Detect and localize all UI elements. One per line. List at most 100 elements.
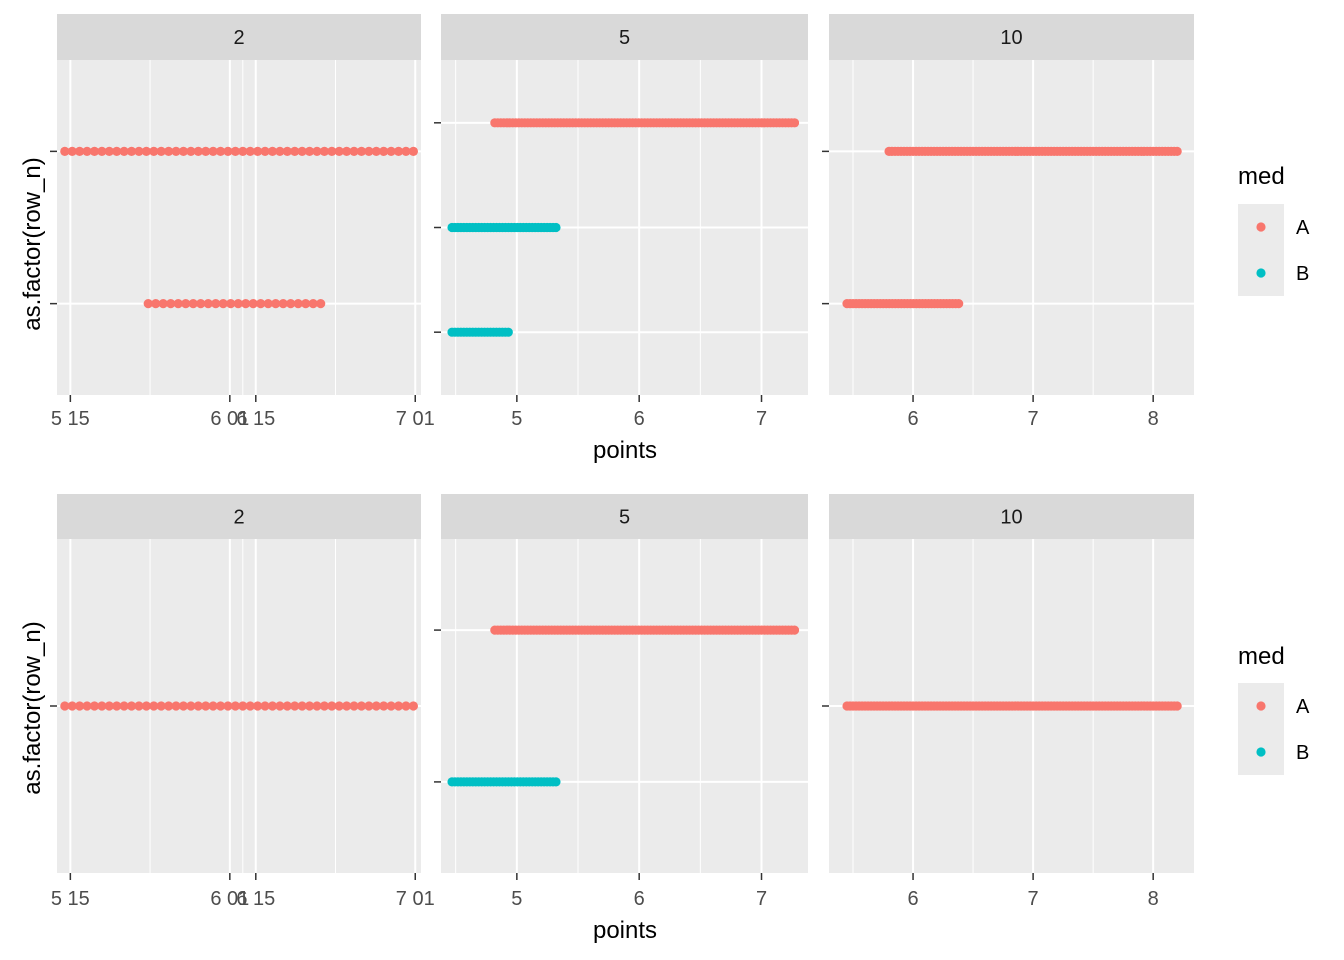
facet-strip — [441, 14, 808, 60]
legend-label: B — [1296, 742, 1309, 764]
data-point — [89, 146, 100, 156]
series-A-row-2 — [60, 146, 418, 156]
data-point — [334, 701, 344, 711]
data-point — [393, 701, 404, 711]
facet-strip-label: 2 — [233, 27, 244, 49]
data-point — [67, 146, 77, 156]
data-point — [401, 701, 411, 711]
series-A-row-1 — [60, 701, 418, 711]
data-point — [82, 701, 92, 711]
y-axis-title: as.factor(row_n) — [19, 621, 46, 794]
data-point — [267, 701, 278, 711]
x-tick-label: 7 01 — [396, 888, 435, 910]
x-tick-label: 5 15 — [51, 888, 90, 910]
data-point — [312, 146, 322, 156]
y-axis-title: as.factor(row_n) — [19, 157, 46, 330]
data-point — [371, 146, 381, 156]
data-point — [171, 146, 181, 156]
data-point — [201, 701, 211, 711]
x-tick-label: 6 01 — [210, 888, 249, 910]
x-tick-label: 6 — [634, 408, 645, 430]
data-point — [104, 146, 114, 156]
data-point — [186, 146, 196, 156]
data-point — [267, 146, 278, 156]
data-point — [97, 146, 107, 156]
data-point — [164, 701, 174, 711]
data-point — [75, 146, 85, 156]
data-point — [278, 299, 288, 309]
facet-strip-label: 10 — [1000, 27, 1022, 49]
data-point — [316, 299, 326, 309]
data-point — [364, 146, 374, 156]
data-point — [297, 701, 307, 711]
legend-key-point — [1256, 701, 1266, 711]
data-point — [134, 701, 144, 711]
x-axis-title: points — [593, 437, 657, 464]
legend-title: med — [1238, 163, 1285, 190]
series-B-row-2 — [447, 222, 561, 233]
data-point — [126, 701, 137, 711]
data-point — [954, 299, 964, 309]
legend: med A B — [1238, 163, 1310, 296]
data-point — [60, 146, 70, 156]
data-point — [211, 299, 221, 309]
data-point — [238, 146, 248, 156]
data-point — [260, 146, 270, 156]
data-point — [342, 146, 352, 156]
series-B-row-1 — [447, 777, 561, 787]
data-point — [297, 146, 307, 156]
data-point — [271, 299, 281, 309]
data-point — [215, 146, 226, 156]
data-point — [104, 701, 114, 711]
facet-strip-label: 5 — [619, 507, 630, 529]
data-point — [134, 146, 144, 156]
facet-strip-label: 2 — [233, 507, 244, 529]
data-point — [253, 146, 263, 156]
data-point — [286, 299, 296, 309]
x-tick-label: 7 — [756, 888, 767, 910]
data-point — [312, 701, 322, 711]
x-tick-label: 7 — [756, 408, 767, 430]
data-point — [119, 146, 129, 156]
panel-background — [441, 539, 808, 873]
data-point — [112, 146, 122, 156]
data-point — [275, 146, 285, 156]
data-point — [327, 146, 337, 156]
data-point — [97, 701, 107, 711]
x-tick-label: 8 — [1148, 408, 1159, 430]
data-point — [241, 299, 251, 309]
data-point — [193, 701, 203, 711]
series-A-row-3 — [490, 118, 800, 128]
data-point — [408, 146, 418, 156]
data-point — [158, 299, 168, 309]
data-point — [82, 146, 92, 156]
data-point — [282, 146, 292, 156]
data-point — [245, 701, 255, 711]
data-point — [178, 701, 189, 711]
x-tick-label: 7 — [1028, 408, 1039, 430]
legend-label: B — [1296, 263, 1309, 285]
data-point — [275, 701, 285, 711]
data-point — [551, 777, 561, 787]
data-point — [141, 701, 151, 711]
data-point — [230, 146, 240, 156]
data-point — [401, 146, 411, 156]
x-tick-label: 5 — [511, 408, 522, 430]
data-point — [248, 299, 258, 309]
data-point — [356, 146, 367, 156]
data-point — [349, 701, 359, 711]
data-point — [156, 146, 166, 156]
data-point — [371, 701, 381, 711]
panel-background — [829, 60, 1194, 395]
data-point — [186, 701, 196, 711]
data-point — [188, 299, 198, 309]
data-point — [230, 701, 240, 711]
facet-strip — [57, 494, 421, 539]
data-point — [301, 299, 311, 309]
data-point — [327, 701, 337, 711]
legend: med A B — [1238, 643, 1310, 775]
data-point — [67, 701, 77, 711]
data-point — [238, 701, 248, 711]
facet-panel-10: 10 6 7 8 — [822, 14, 1194, 430]
